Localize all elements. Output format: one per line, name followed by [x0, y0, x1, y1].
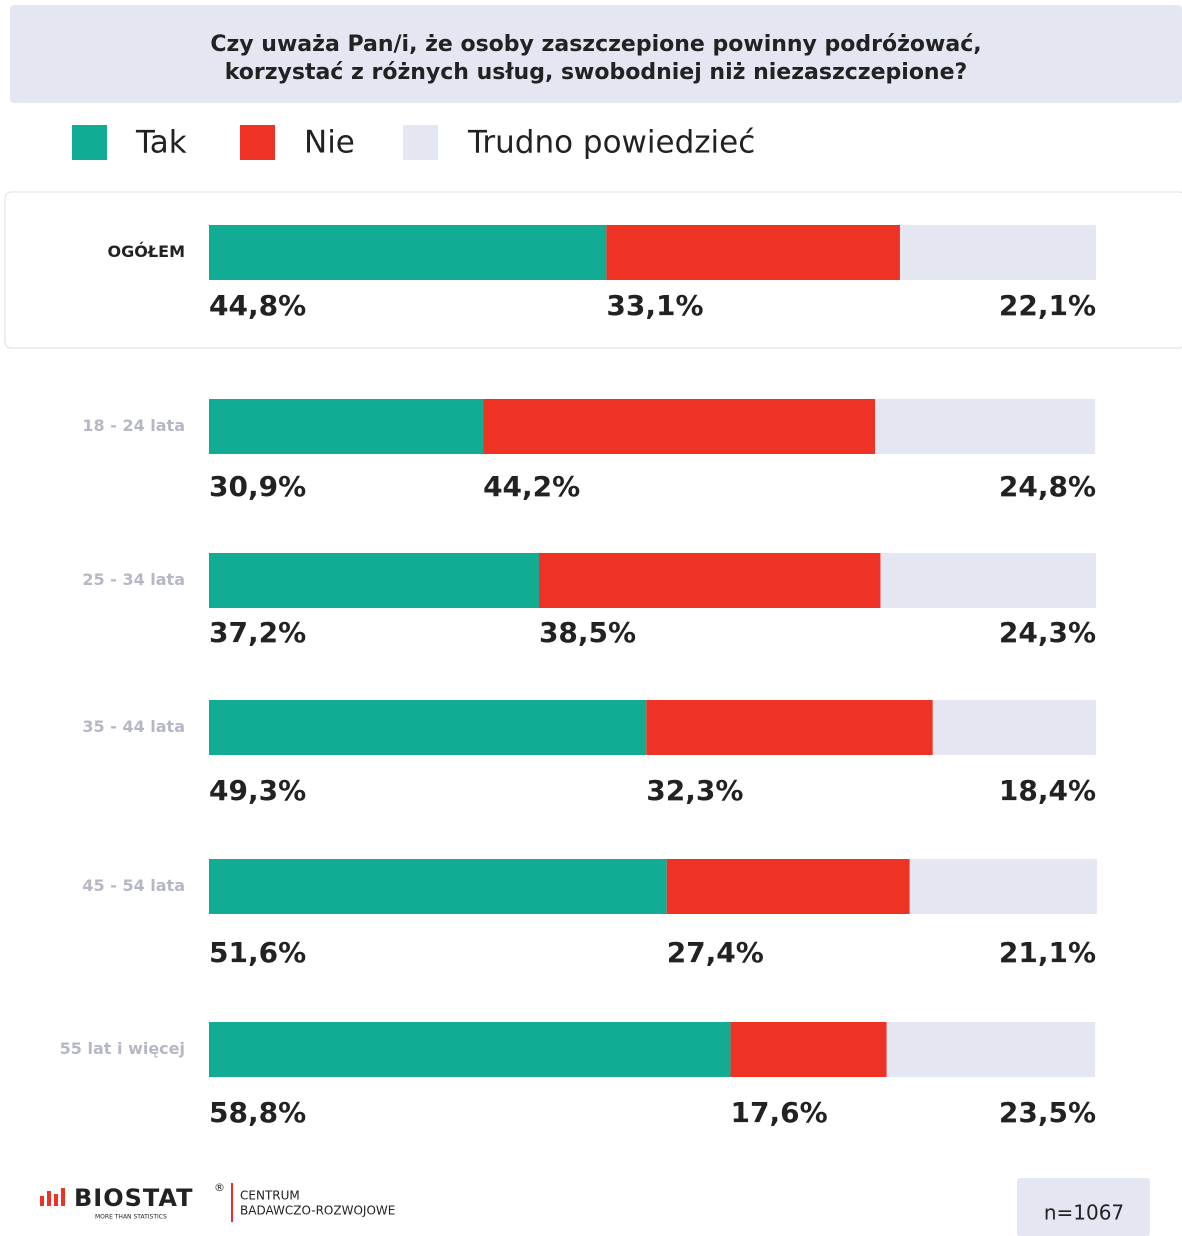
logo-bar	[61, 1188, 65, 1206]
bar-segment	[209, 225, 607, 280]
value-label: 24,8%	[999, 470, 1096, 503]
legend-label: Tak	[135, 125, 187, 161]
category-label: OGÓŁEM	[108, 242, 185, 261]
value-label: 32,3%	[646, 774, 743, 807]
bar-segment	[209, 553, 539, 608]
value-label: 27,4%	[667, 936, 764, 969]
category-label: 25 - 34 lata	[82, 570, 185, 589]
legend-swatch	[403, 125, 438, 160]
bar-segment	[730, 1022, 887, 1077]
value-label: 38,5%	[539, 616, 636, 649]
value-label: 51,6%	[209, 936, 306, 969]
brand: BIOSTAT	[74, 1184, 194, 1212]
bar-segment	[899, 225, 1096, 280]
title-box	[10, 5, 1182, 103]
value-label: 21,1%	[999, 936, 1096, 969]
value-label: 44,8%	[209, 289, 306, 322]
value-label: 49,3%	[209, 774, 306, 807]
sample-box	[1017, 1178, 1150, 1236]
logo-bar	[47, 1191, 51, 1206]
brand-tagline: MORE THAN STATISTICS	[95, 1214, 167, 1221]
value-label: 30,9%	[209, 470, 306, 503]
bar-segment	[209, 700, 647, 755]
bar-segment	[909, 859, 1097, 914]
category-label: 45 - 54 lata	[82, 876, 185, 895]
category-label: 35 - 44 lata	[82, 717, 185, 736]
bar-segment	[880, 553, 1096, 608]
value-label: 33,1%	[606, 289, 703, 322]
logo-bar	[54, 1194, 58, 1206]
value-label: 24,3%	[999, 616, 1096, 649]
legend-label: Trudno powiedzieć	[467, 125, 755, 161]
value-label: 17,6%	[731, 1096, 828, 1129]
value-label: 58,8%	[209, 1096, 306, 1129]
legend-label: Nie	[304, 125, 355, 161]
category-label: 55 lat i więcej	[60, 1039, 185, 1058]
legend-swatch	[72, 125, 107, 160]
value-label: 44,2%	[483, 470, 580, 503]
bar-segment	[538, 553, 881, 608]
logo-bar	[40, 1196, 44, 1206]
value-label: 18,4%	[999, 774, 1096, 807]
chart-title: korzystać z różnych usług, swobodniej ni…	[225, 60, 968, 85]
unit-line: BADAWCZO-ROZWOJOWE	[240, 1204, 395, 1218]
bar-segment	[209, 859, 667, 914]
category-label: 18 - 24 lata	[82, 416, 185, 435]
logo: BIOSTAT ® MORE THAN STATISTICS CENTRUM B…	[40, 1181, 395, 1222]
bar-segment	[932, 700, 1096, 755]
sample-size: n=1067	[1044, 1201, 1124, 1225]
registered: ®	[214, 1181, 225, 1194]
value-label: 23,5%	[999, 1096, 1096, 1129]
bar-segment	[606, 225, 900, 280]
legend-swatch	[240, 125, 275, 160]
value-label: 22,1%	[999, 289, 1096, 322]
bar-segment	[666, 859, 910, 914]
bar-segment	[483, 399, 876, 454]
chart-title: Czy uważa Pan/i, że osoby zaszczepione p…	[210, 32, 981, 57]
bar-segment	[209, 399, 484, 454]
bar-segment	[209, 1022, 731, 1077]
unit-line: CENTRUM	[240, 1189, 300, 1203]
bar-segment	[646, 700, 933, 755]
value-label: 37,2%	[209, 616, 306, 649]
bar-segment	[875, 399, 1096, 454]
bar-segment	[886, 1022, 1096, 1077]
